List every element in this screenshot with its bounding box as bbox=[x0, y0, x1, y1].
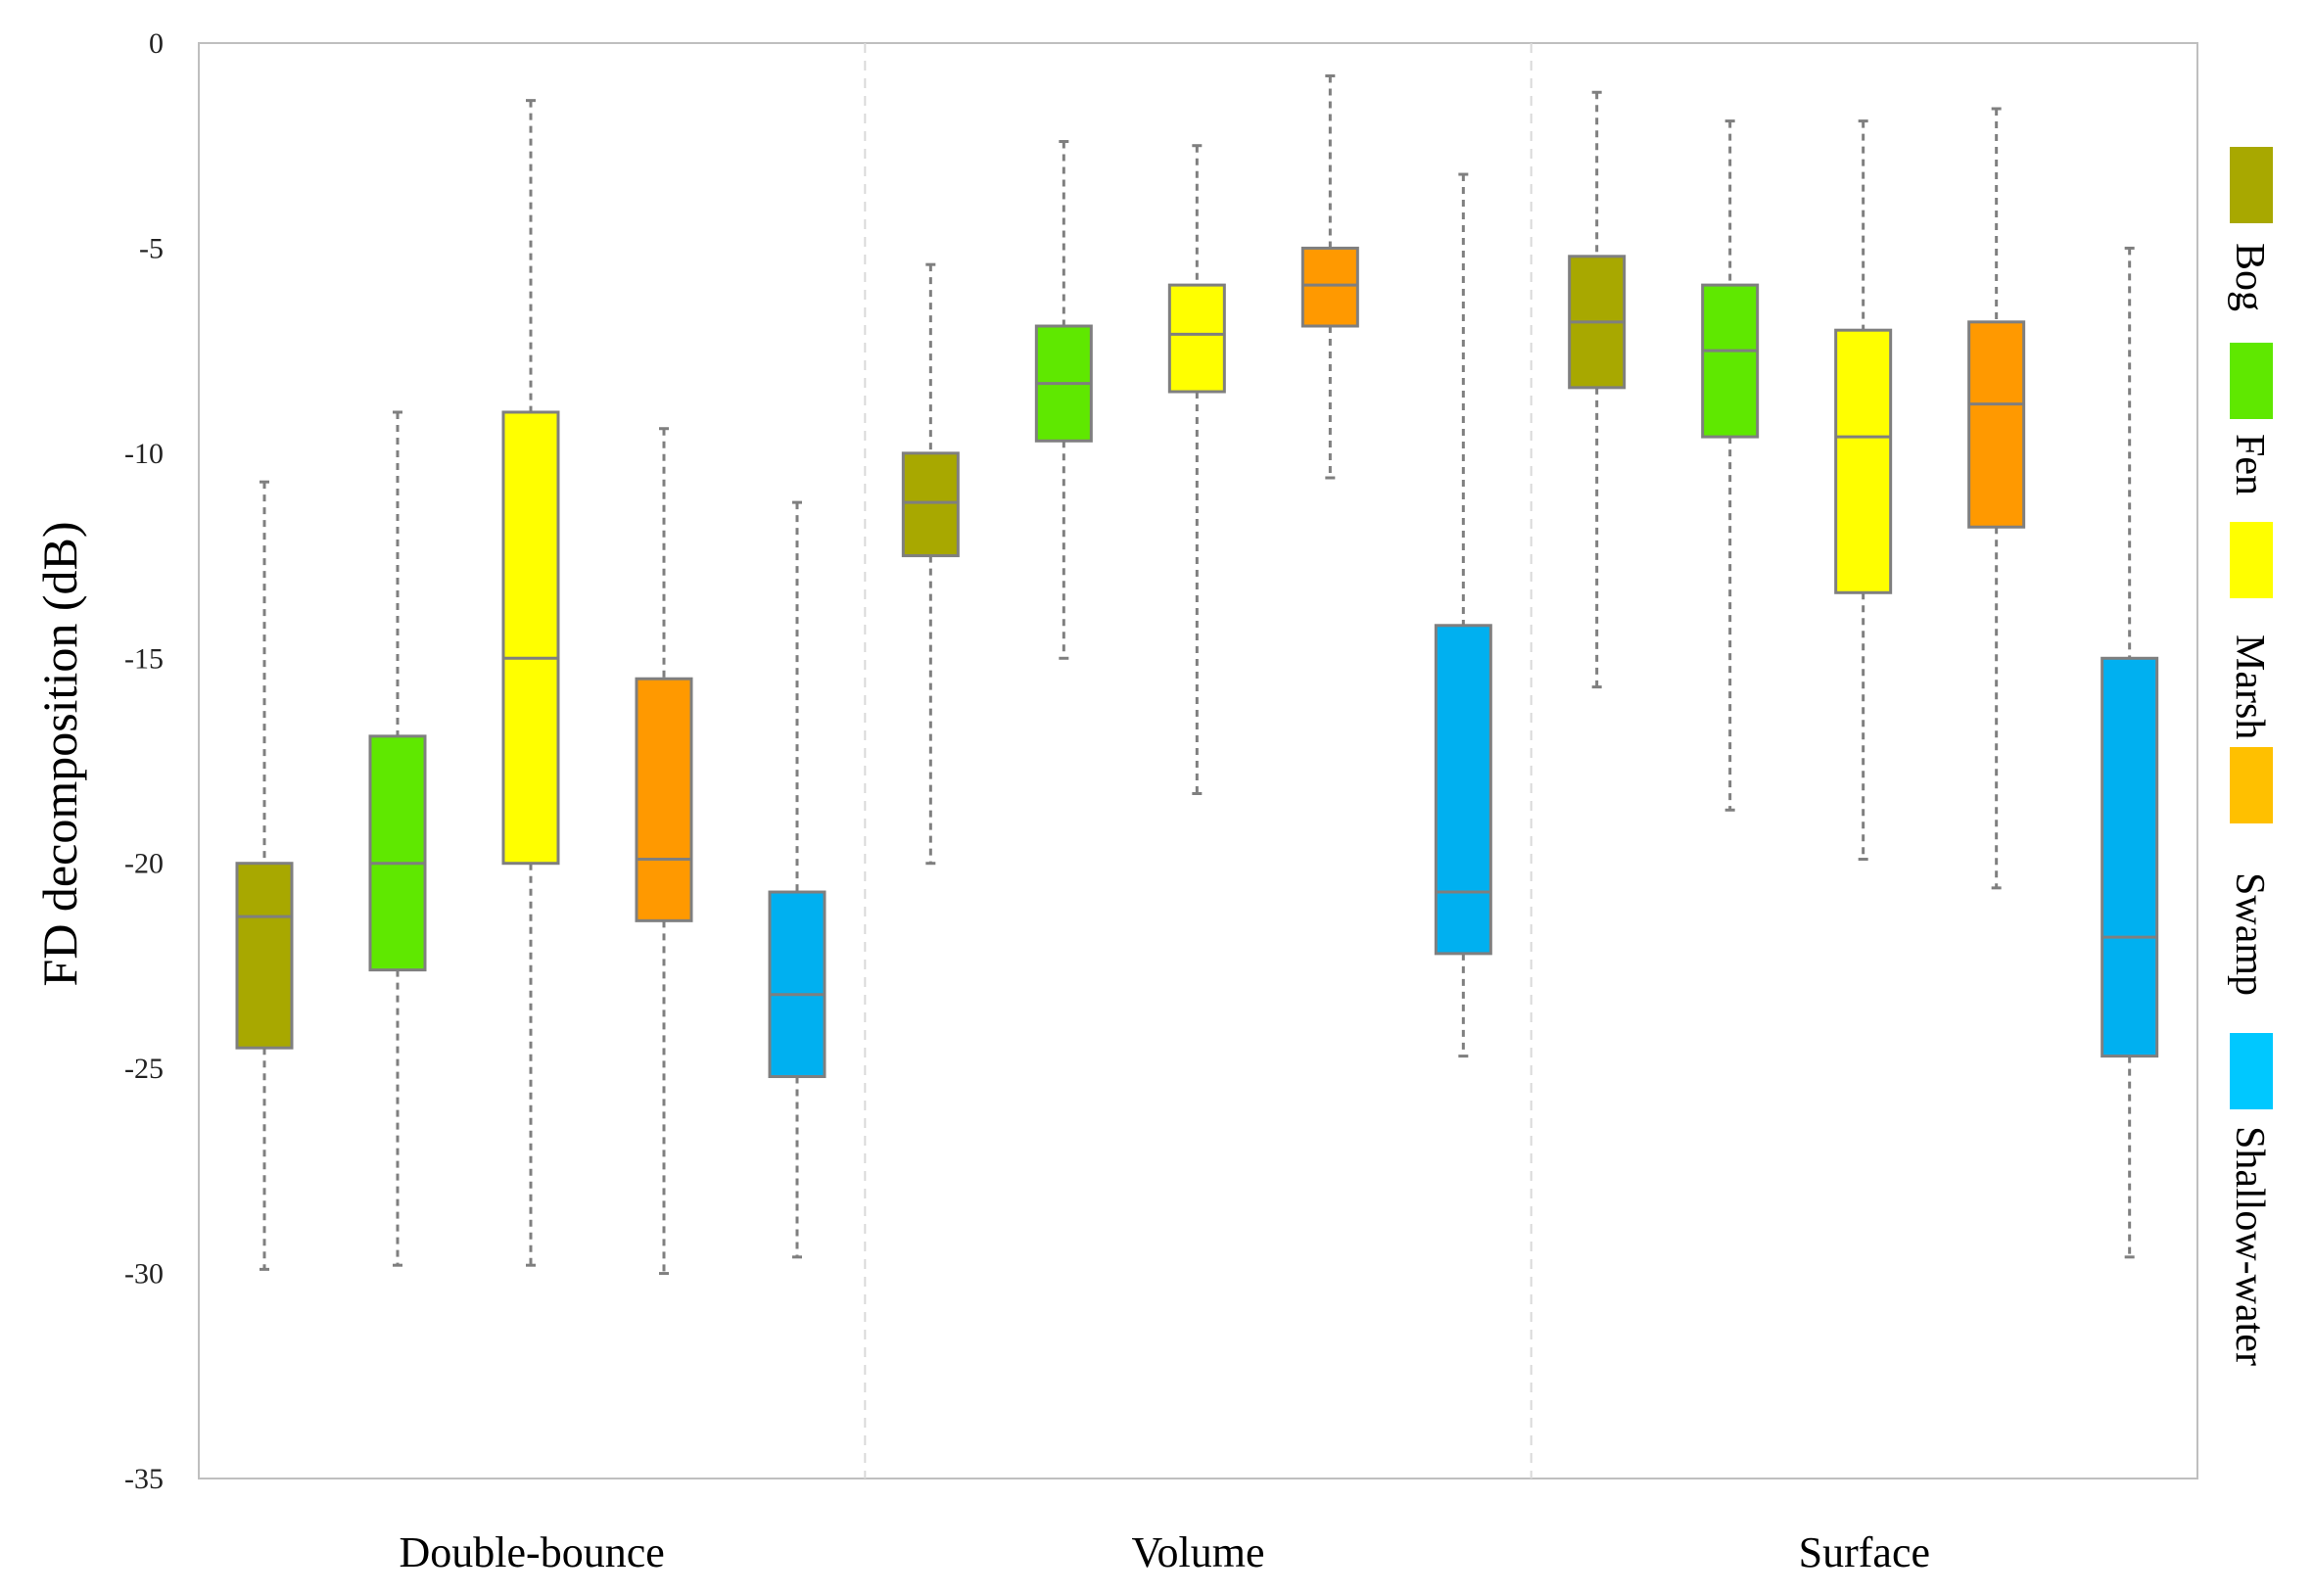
legend-item-marsh: Marsh bbox=[2227, 522, 2273, 739]
legend-swatch bbox=[2230, 1033, 2273, 1109]
group-separators bbox=[864, 43, 1533, 1479]
legend-label: Fen bbox=[2227, 434, 2272, 495]
box-marsh-volume bbox=[1167, 144, 1226, 796]
iqr-box bbox=[1967, 320, 2026, 529]
group-label: Volume bbox=[1131, 1528, 1264, 1576]
y-tick-label: 0 bbox=[149, 27, 164, 60]
legend-label: Shallow-water bbox=[2227, 1126, 2272, 1366]
iqr-box bbox=[1834, 328, 1893, 594]
box-fen-double-bounce bbox=[368, 410, 427, 1267]
iqr-box bbox=[501, 410, 560, 866]
iqr-box bbox=[1300, 246, 1359, 328]
legend-swatch bbox=[2230, 147, 2273, 223]
iqr-box bbox=[1701, 283, 1760, 439]
y-tick-label: -35 bbox=[124, 1463, 164, 1495]
plot-area-border bbox=[198, 42, 2198, 1479]
y-axis-label: FD decomposition (dB) bbox=[32, 522, 87, 987]
box-shallow-water-surface bbox=[2101, 246, 2159, 1259]
legend-label: Swamp bbox=[2227, 872, 2272, 996]
y-tick-label: -10 bbox=[124, 438, 164, 470]
iqr-box bbox=[1167, 283, 1226, 394]
legend-label: Marsh bbox=[2227, 634, 2272, 739]
iqr-box bbox=[901, 451, 960, 558]
box-marsh-double-bounce bbox=[501, 99, 560, 1267]
legend-swatch bbox=[2230, 343, 2273, 419]
plot-frame bbox=[198, 42, 2198, 1479]
box-fen-surface bbox=[1701, 119, 1760, 812]
box-swamp-volume bbox=[1300, 74, 1359, 480]
y-tick-label: -15 bbox=[124, 642, 164, 675]
iqr-box bbox=[368, 734, 427, 972]
legend: Bog Fen Marsh Swamp Shallow-water bbox=[2227, 147, 2273, 1366]
group-label: Double-bounce bbox=[400, 1528, 665, 1576]
y-axis: 0 -5 -10 -15 -20 -25 -30 -35 bbox=[124, 27, 164, 1495]
legend-item-swamp: Swamp bbox=[2227, 747, 2273, 996]
box-shallow-water-volume bbox=[1434, 172, 1492, 1058]
box-marsh-surface bbox=[1834, 119, 1893, 862]
x-axis: Double-bounce Volume Surface bbox=[400, 1528, 1930, 1576]
box-bog-surface bbox=[1568, 90, 1627, 689]
iqr-box bbox=[768, 890, 826, 1079]
box-series bbox=[235, 74, 2159, 1276]
box-shallow-water-double-bounce bbox=[768, 500, 826, 1259]
y-tick-label: -20 bbox=[124, 848, 164, 880]
box-fen-volume bbox=[1034, 140, 1093, 660]
legend-swatch bbox=[2230, 747, 2273, 823]
iqr-box bbox=[635, 677, 693, 922]
legend-item-bog: Bog bbox=[2227, 147, 2273, 311]
y-tick-label: -25 bbox=[124, 1053, 164, 1085]
iqr-box bbox=[235, 862, 294, 1050]
iqr-box bbox=[2101, 656, 2159, 1058]
legend-item-shallow-water: Shallow-water bbox=[2227, 1033, 2273, 1366]
box-bog-double-bounce bbox=[235, 480, 294, 1271]
y-tick-label: -5 bbox=[139, 232, 164, 264]
box-swamp-surface bbox=[1967, 107, 2026, 890]
box-swamp-double-bounce bbox=[635, 427, 693, 1276]
iqr-box bbox=[1434, 624, 1492, 956]
legend-item-fen: Fen bbox=[2227, 343, 2273, 495]
box-bog-volume bbox=[901, 262, 960, 866]
legend-label: Bog bbox=[2227, 243, 2272, 311]
y-tick-label: -30 bbox=[124, 1258, 164, 1291]
group-label: Surface bbox=[1799, 1528, 1930, 1576]
legend-swatch bbox=[2230, 522, 2273, 598]
